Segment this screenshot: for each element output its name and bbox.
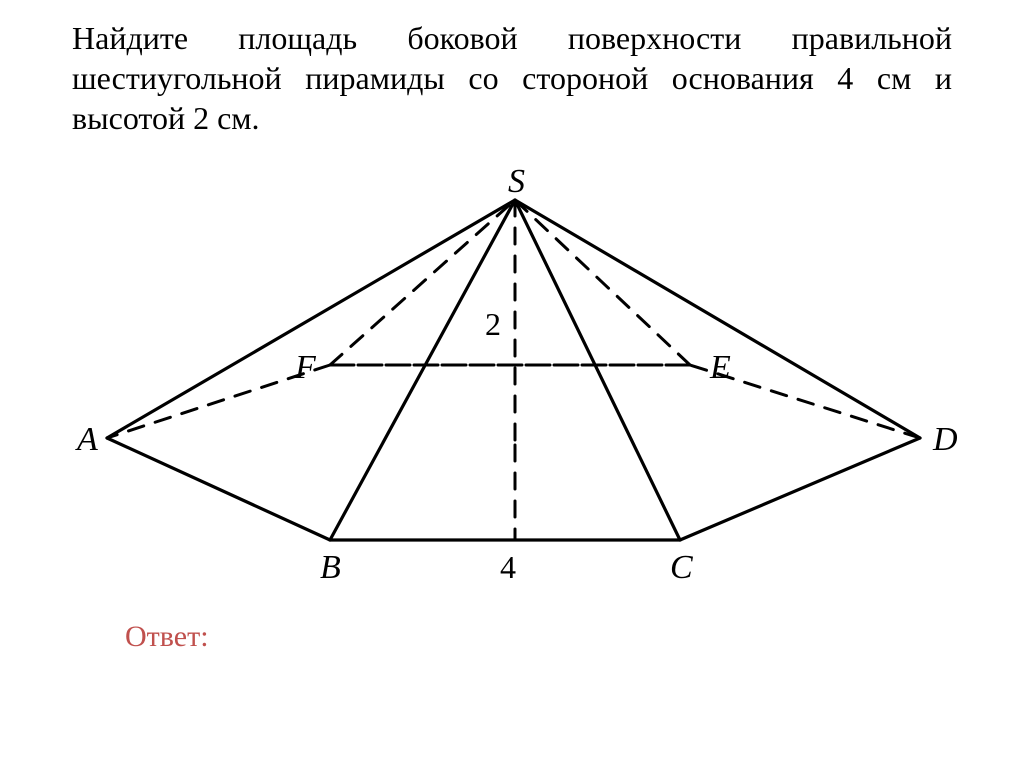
svg-text:E: E [709,349,731,386]
problem-text: Найдите площадь боковой поверхности прав… [72,18,952,138]
svg-text:F: F [294,349,317,386]
svg-text:4: 4 [500,549,516,585]
svg-text:B: B [320,549,341,586]
svg-text:A: A [75,421,98,458]
pyramid-figure: A B C D E F S 2 4 [40,160,984,600]
answer-label: Ответ: [125,620,209,654]
svg-text:C: C [670,549,693,586]
svg-text:2: 2 [485,306,501,342]
svg-text:S: S [508,163,525,200]
svg-text:D: D [932,421,958,458]
